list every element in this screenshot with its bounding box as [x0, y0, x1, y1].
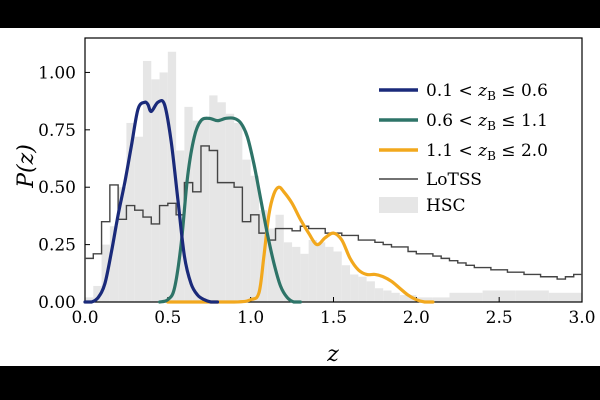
- x-tick-label: 1.5: [320, 308, 347, 328]
- hsc-bar: [209, 95, 218, 302]
- hsc-bar: [416, 297, 433, 302]
- hsc-bar: [292, 246, 301, 302]
- hsc-bar: [366, 281, 375, 302]
- y-tick-label: 0.25: [38, 236, 76, 256]
- hsc-bar: [515, 290, 549, 302]
- hsc-bar: [126, 122, 135, 302]
- pz-chart: 0.0 0.5 1.0 1.5 2.0 2.5 3.0 0.00 0.25 0.50 0.75 1.0…: [14, 37, 596, 366]
- high-redshift-curve: [166, 185, 435, 304]
- x-tick-label: 0.0: [71, 308, 98, 328]
- low-legend-label: 0.1 < zB ≤ 0.6: [426, 81, 548, 103]
- tick-labels: 0.0 0.5 1.0 1.5 2.0 2.5 3.0 0.00 0.25 0.50 0.75 1.0…: [38, 63, 595, 328]
- hsc-bar: [333, 251, 342, 302]
- hsc-bar: [449, 292, 483, 302]
- hsc-bar: [250, 175, 259, 302]
- hsc-legend-label: HSC: [426, 196, 465, 216]
- x-axis-label: z: [326, 342, 339, 366]
- y-tick-label: 0.00: [38, 293, 76, 313]
- hsc-bar: [350, 274, 359, 302]
- hsc-bar: [267, 228, 276, 302]
- hsc-bar: [275, 214, 284, 302]
- lotss-step-line: [85, 145, 582, 280]
- hsc-bar: [225, 113, 235, 302]
- x-tick-label: 1.0: [237, 308, 264, 328]
- hsc-bar: [184, 106, 193, 303]
- hsc-bar: [383, 290, 392, 302]
- hsc-bar: [432, 297, 450, 302]
- hsc-bar: [482, 290, 516, 302]
- hsc-bar: [341, 265, 351, 302]
- y-tick-label: 1.00: [38, 63, 76, 83]
- figure-panel: 0.0 0.5 1.0 1.5 2.0 2.5 3.0 0.00 0.25 0.50 0.75 1.0…: [0, 28, 600, 366]
- hsc-bar: [283, 242, 293, 302]
- x-tick-label: 0.5: [154, 308, 181, 328]
- hsc-bar: [325, 246, 334, 302]
- hsc-histogram: [85, 51, 582, 303]
- legend: 0.1 < zB ≤ 0.6 0.6 < zB ≤ 1.1 1.1 < zB ≤ 2…: [379, 81, 548, 216]
- hsc-bar: [142, 60, 152, 303]
- hsc-bar: [151, 79, 160, 302]
- hsc-bar: [217, 102, 226, 302]
- mid-legend-label: 0.6 < zB ≤ 1.1: [426, 111, 548, 133]
- hsc-bar: [300, 253, 309, 302]
- hsc-bar: [391, 292, 400, 302]
- series-lines: [83, 98, 582, 304]
- hsc-bar: [316, 242, 326, 302]
- x-tick-label: 3.0: [568, 308, 595, 328]
- hsc-bar: [399, 295, 409, 302]
- hsc-bar: [85, 297, 94, 302]
- hsc-bar: [134, 136, 143, 302]
- hsc-bar: [374, 288, 384, 302]
- x-tick-label: 2.0: [403, 308, 430, 328]
- hsc-bar: [192, 120, 201, 302]
- hsc-legend-swatch: [379, 197, 418, 213]
- y-tick-label: 0.50: [38, 178, 76, 198]
- hsc-bar: [167, 51, 177, 302]
- hsc-bar: [308, 240, 317, 302]
- hsc-bar: [118, 187, 127, 302]
- hsc-bar: [200, 118, 210, 302]
- hsc-bar: [234, 122, 243, 302]
- hsc-bar: [159, 72, 168, 303]
- hsc-bar: [242, 159, 251, 302]
- lotss-legend-label: LoTSS: [426, 170, 482, 190]
- hsc-bar: [93, 285, 102, 302]
- x-tick-label: 2.5: [486, 308, 513, 328]
- y-axis-label: P(z): [14, 144, 39, 189]
- hsc-bar: [109, 226, 119, 302]
- mid-redshift-curve: [157, 116, 302, 304]
- hsc-bar: [358, 276, 367, 302]
- y-tick-label: 0.75: [38, 121, 76, 141]
- high-legend-label: 1.1 < zB ≤ 2.0: [426, 141, 548, 163]
- hsc-bar: [548, 292, 582, 302]
- low-redshift-curve: [83, 98, 220, 304]
